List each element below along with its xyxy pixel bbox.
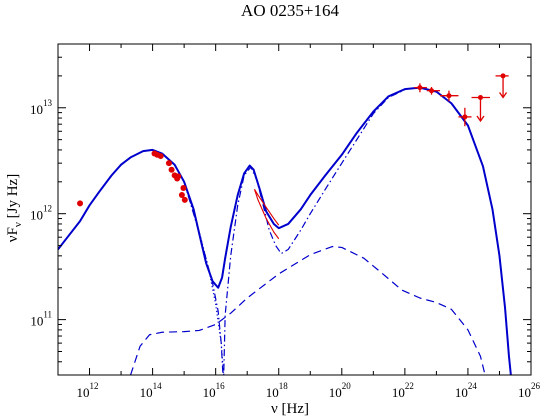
gamma-marker-5	[500, 73, 506, 79]
upper-limit-arrow-5	[499, 92, 508, 99]
x-axis-label: ν [Hz]	[271, 401, 309, 417]
x-tick-label: 1012	[77, 381, 99, 400]
y-axis-label: νFν [Jy Hz]	[5, 174, 24, 242]
x-tick-label: 1026	[518, 381, 541, 400]
upper-limit-arrow-4	[476, 115, 485, 123]
plot-area	[58, 73, 512, 375]
x-tick-label: 1024	[455, 381, 478, 400]
gamma-marker-3	[462, 114, 468, 120]
data-point-4	[165, 160, 172, 167]
gamma-point-2	[439, 90, 459, 102]
data-point-5	[168, 166, 175, 173]
y-axis-label-unit: [Jy Hz]	[5, 174, 21, 222]
gamma-marker-0	[417, 85, 423, 91]
data-point-10	[180, 184, 187, 191]
y-tick-label: 1012	[30, 204, 52, 223]
gamma-point-0	[414, 83, 427, 93]
data-point-8	[175, 173, 182, 180]
x-tick-label: 1014	[140, 381, 163, 400]
data-point-11	[181, 196, 188, 203]
data-point-9	[178, 192, 185, 199]
series-line-dotted-1	[183, 181, 225, 375]
x-tick-label: 1020	[329, 381, 352, 400]
y-tick-label: 1011	[30, 310, 52, 329]
series-line-solid-data-4	[253, 189, 280, 240]
series-line-solid-data-5	[254, 188, 280, 226]
y-axis-label-main: νF	[5, 227, 21, 242]
y-axis: 1011 1012 1013	[30, 43, 531, 376]
series-line-dashed-3	[129, 245, 486, 375]
x-axis: 1012 1014 1016 1018 1020 1022 1024 1026	[57, 44, 541, 400]
gamma-point-4	[471, 95, 490, 123]
y-axis-label-sub: ν	[12, 222, 24, 227]
data-point-0	[77, 200, 84, 207]
y-tick-label: 1013	[30, 98, 53, 117]
gamma-marker-4	[477, 95, 483, 101]
gamma-point-1	[426, 87, 440, 95]
gamma-marker-1	[429, 88, 435, 94]
x-tick-label: 1016	[203, 381, 226, 400]
gamma-point-5	[495, 73, 509, 99]
plot-frame	[57, 43, 532, 376]
gamma-marker-2	[446, 93, 452, 99]
x-tick-label: 1018	[266, 381, 289, 400]
x-tick-label: 1022	[392, 381, 414, 400]
data-point-3	[157, 153, 164, 160]
chart-title: AO 0235+164	[241, 1, 339, 20]
series-line-solid-0	[58, 86, 512, 375]
series-line-dashdot-2	[183, 89, 406, 375]
gamma-point-3	[458, 107, 472, 127]
